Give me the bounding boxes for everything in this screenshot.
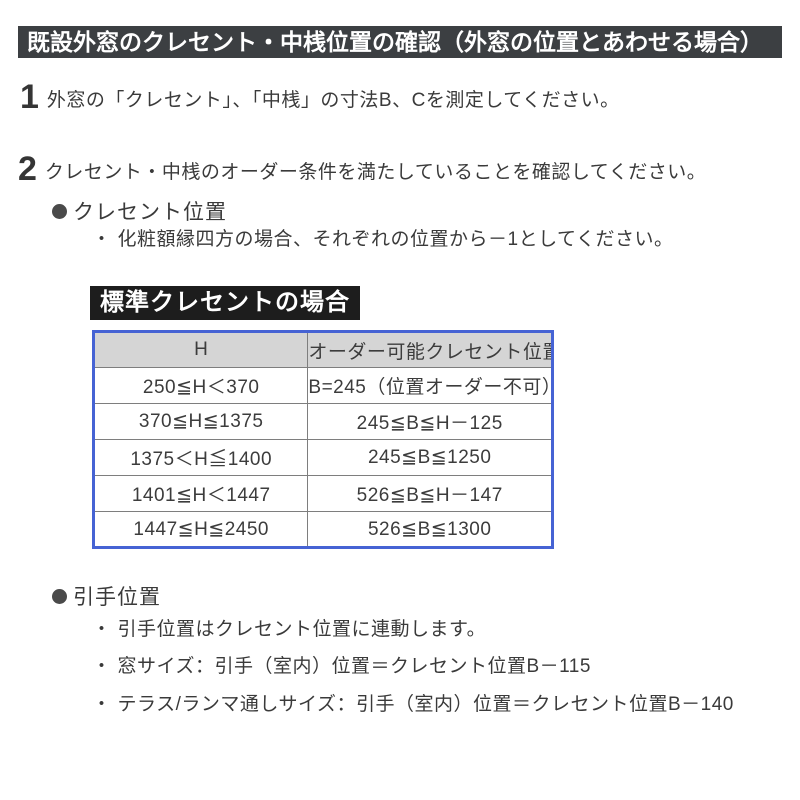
table-row: 1375＜H≦1400 245≦B≦1250: [92, 439, 553, 476]
table-cell-order-range: 526≦B≦H－147: [307, 475, 553, 512]
standard-crescent-label: 標準クレセントの場合: [90, 286, 360, 320]
bullet-dot-icon: [52, 203, 67, 219]
table-header-h: H: [92, 331, 309, 368]
bullet-dot-icon: [52, 588, 67, 604]
table-row: 250≦H＜370 B=245（位置オーダー不可）: [92, 367, 553, 404]
handle-note-text: 窓サイズ：引手（室内）位置＝クレセント位置B－115: [117, 656, 591, 677]
step-1-text: 外窓の「クレセント」、「中桟」の寸法B、Cを測定してください。: [46, 90, 620, 111]
handle-note: ・ テラス/ランマ通しサイズ：引手（室内）位置＝クレセント位置B－140: [92, 694, 734, 716]
handle-note: ・ 引手位置はクレセント位置に連動します。: [92, 619, 486, 641]
table-row: 370≦H≦1375 245≦B≦H－125: [92, 403, 553, 440]
table-cell-order-range: 245≦B≦1250: [307, 439, 553, 476]
crescent-note-text: 化粧額縁四方の場合、それぞれの位置から－1としてください。: [117, 229, 674, 250]
table-cell-h-range: 250≦H＜370: [92, 367, 309, 404]
step-1-number: 1: [20, 78, 39, 116]
middle-dot-icon: ・: [92, 619, 112, 640]
table-row: 1447≦H≦2450 526≦B≦1300: [92, 511, 553, 548]
handle-position-heading: 引手位置: [52, 581, 161, 611]
step-2-number: 2: [18, 150, 37, 188]
table-row: 1401≦H＜1447 526≦B≦H－147: [92, 475, 553, 512]
crescent-note: ・ 化粧額縁四方の場合、それぞれの位置から－1としてください。: [92, 229, 673, 251]
middle-dot-icon: ・: [92, 656, 112, 677]
handle-position-heading-label: 引手位置: [73, 586, 161, 609]
middle-dot-icon: ・: [92, 694, 112, 715]
crescent-position-heading: クレセント位置: [52, 196, 227, 226]
table-header-row: H オーダー可能クレセント位置: [92, 331, 553, 368]
handle-note-text: テラス/ランマ通しサイズ：引手（室内）位置＝クレセント位置B－140: [117, 694, 734, 715]
table-cell-order-range: 245≦B≦H－125: [307, 403, 553, 440]
table-cell-h-range: 1401≦H＜1447: [92, 475, 309, 512]
table-cell-h-range: 1447≦H≦2450: [92, 511, 309, 548]
crescent-position-heading-label: クレセント位置: [73, 201, 227, 224]
handle-note: ・ 窓サイズ：引手（室内）位置＝クレセント位置B－115: [92, 656, 591, 678]
step-1: 1 外窓の「クレセント」、「中桟」の寸法B、Cを測定してください。: [20, 78, 620, 116]
handle-note-text: 引手位置はクレセント位置に連動します。: [117, 619, 487, 640]
table-cell-h-range: 370≦H≦1375: [92, 403, 309, 440]
table-cell-order-range: 526≦B≦1300: [307, 511, 553, 548]
page-title-bar: 既設外窓のクレセント・中桟位置の確認（外窓の位置とあわせる場合）: [18, 26, 782, 58]
table-cell-h-range: 1375＜H≦1400: [92, 439, 309, 476]
middle-dot-icon: ・: [92, 229, 112, 250]
step-2-text: クレセント・中桟のオーダー条件を満たしていることを確認してください。: [44, 162, 707, 183]
table-cell-order-range: B=245（位置オーダー不可）: [307, 367, 553, 404]
step-2: 2 クレセント・中桟のオーダー条件を満たしていることを確認してください。: [18, 150, 707, 188]
table-header-order-position: オーダー可能クレセント位置: [307, 331, 553, 368]
crescent-condition-table: H オーダー可能クレセント位置 250≦H＜370 B=245（位置オーダー不可…: [92, 330, 554, 549]
